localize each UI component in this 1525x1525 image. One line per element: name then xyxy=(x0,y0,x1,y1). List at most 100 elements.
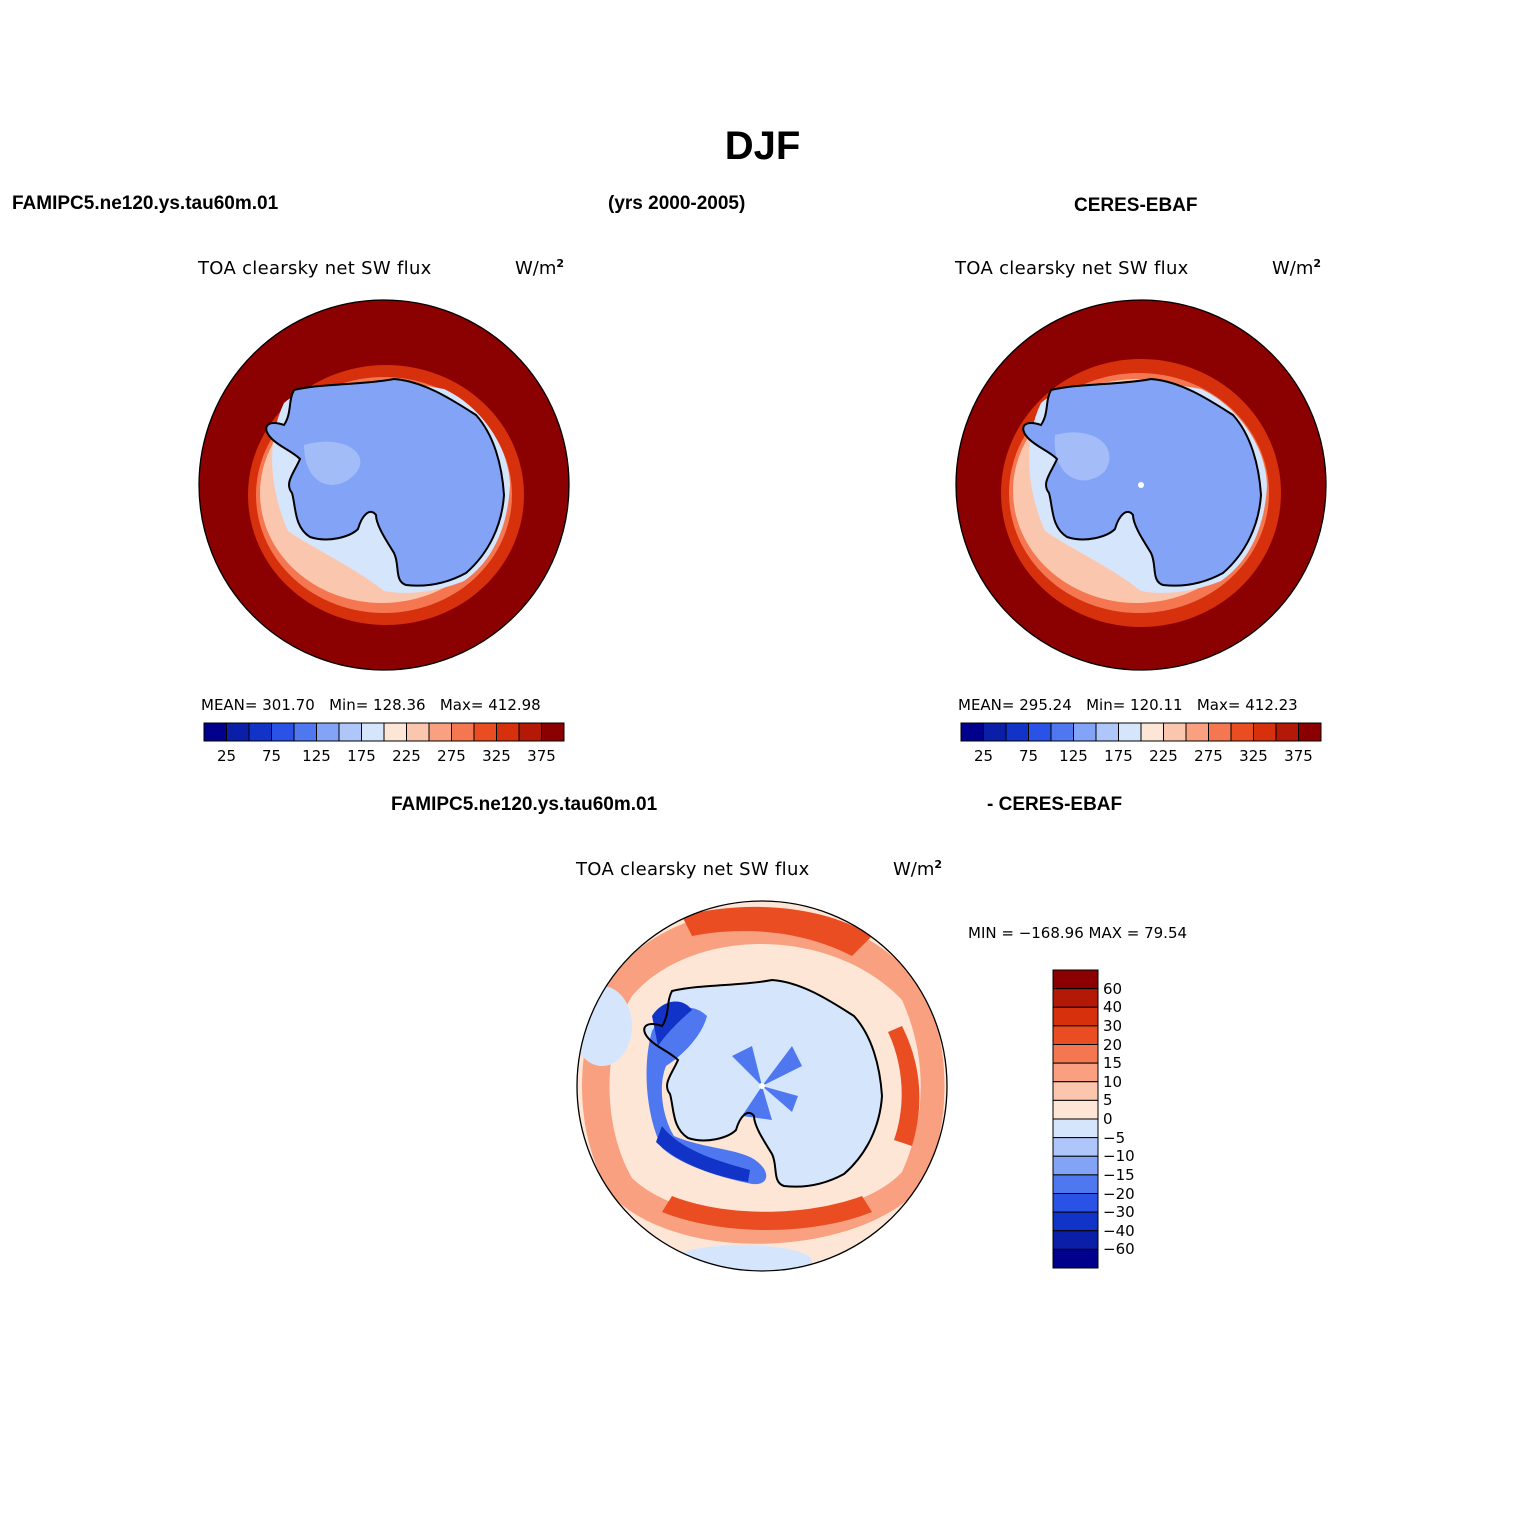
diff-negative-coast xyxy=(646,1007,767,1185)
panel1-colorbar-tick: 225 xyxy=(392,747,421,765)
panel2-colorbar-tick: 75 xyxy=(1018,747,1039,765)
panel1-colorbar-box xyxy=(518,722,542,742)
diff-colorbar-box xyxy=(1052,988,1099,1008)
panel2-colorbar-tick: 275 xyxy=(1194,747,1223,765)
panel1-map xyxy=(198,299,570,671)
diff-colorbar-box xyxy=(1052,1137,1099,1157)
panel1-colorbar-box xyxy=(383,722,407,742)
diff-colorbar-box xyxy=(1052,1155,1099,1176)
diff-colorbar-tick: −10 xyxy=(1103,1147,1135,1166)
panel1-colorbar-box xyxy=(226,722,250,742)
diff-colorbar-box xyxy=(1052,1099,1099,1120)
diff-colorbar-tick: 5 xyxy=(1103,1091,1113,1110)
diff-colorbar-tick: 15 xyxy=(1103,1054,1123,1073)
panel1-colorbar-box xyxy=(361,722,385,742)
diff-label-obs: - CERES-EBAF xyxy=(987,794,1123,815)
panel2-colorbar-box xyxy=(1275,722,1299,742)
panel2-stats: MEAN= 295.24 Min= 120.11 Max= 412.23 xyxy=(958,696,1298,714)
diff-colorbar xyxy=(1052,969,1099,1269)
panel1-colorbar-tick: 325 xyxy=(482,747,511,765)
panel2-continent-light xyxy=(1054,432,1110,481)
panel1-colorbar-tick: 275 xyxy=(437,747,466,765)
diff-colorbar-box xyxy=(1052,1118,1099,1139)
panel1-colorbar-box xyxy=(541,722,565,742)
panel2-colorbar-box xyxy=(1230,722,1254,742)
panel1-colorbar-tick: 375 xyxy=(527,747,556,765)
panel2-map xyxy=(955,299,1327,671)
panel1-colorbar-tick: 125 xyxy=(302,747,331,765)
panel1-colorbar-box xyxy=(473,722,497,742)
panel1-min: 128.36 xyxy=(373,696,426,714)
panel2-max: 412.23 xyxy=(1245,696,1298,714)
panel1-colorbar-box xyxy=(293,722,317,742)
panel1-colorbar-box xyxy=(271,722,295,742)
panel2-colorbar-tick: 125 xyxy=(1059,747,1088,765)
panel2-colorbar-box xyxy=(1095,722,1119,742)
diff-colorbar-box xyxy=(1052,1174,1099,1194)
diff-colorbar-tick: 0 xyxy=(1103,1110,1113,1128)
diff-negative-coast-strong xyxy=(652,1001,750,1182)
header-model-name: FAMIPC5.ne120.ys.tau60m.01 xyxy=(12,193,279,214)
diff-colorbar-box xyxy=(1052,1081,1099,1101)
panel1-units: W/m2 xyxy=(515,257,565,279)
panel2-variable: TOA clearsky net SW flux xyxy=(955,258,1189,279)
diff-patch-negative-weak-west xyxy=(577,986,632,1066)
diff-colorbar-box xyxy=(1052,1062,1099,1083)
panel1-colorbar-tick: 25 xyxy=(216,747,237,765)
diff-patch-negative-weak-south xyxy=(672,1245,812,1271)
diff-colorbar-tick: 30 xyxy=(1103,1016,1123,1035)
panel2-colorbar-tick: 325 xyxy=(1239,747,1268,765)
diff-colorbar-tick: 20 xyxy=(1103,1035,1123,1054)
panel2-colorbar-box xyxy=(1005,722,1029,742)
panel1-colorbar-box xyxy=(406,722,430,742)
panel2-colorbar-box xyxy=(983,722,1007,742)
header-obs-name: CERES-EBAF xyxy=(1074,195,1198,216)
panel1-colorbar-box xyxy=(248,722,272,742)
panel1-max: 412.98 xyxy=(488,696,541,714)
diff-ring-positive-strong-south xyxy=(662,1196,872,1230)
diff-ring-positive-strong-north xyxy=(682,906,872,956)
panel1-colorbar-box xyxy=(496,722,520,742)
panel2-colorbar-box xyxy=(1118,722,1142,742)
diff-colorbar-tick: 60 xyxy=(1103,979,1123,998)
panel2-colorbar-tick: 375 xyxy=(1284,747,1313,765)
panel1-colorbar xyxy=(203,722,565,742)
panel2-colorbar-tick: 25 xyxy=(973,747,994,765)
diff-colorbar-tick: −15 xyxy=(1103,1165,1135,1184)
panel2-colorbar-box xyxy=(1163,722,1187,742)
diff-colorbar-box xyxy=(1052,1230,1099,1250)
panel2-units: W/m2 xyxy=(1272,257,1322,279)
panel2-colorbar-box xyxy=(1185,722,1209,742)
diff-colorbar-box xyxy=(1052,1044,1099,1064)
panel1-colorbar-box xyxy=(203,722,227,742)
diff-pole-rays xyxy=(732,1046,802,1120)
panel2-colorbar-tick: 225 xyxy=(1149,747,1178,765)
panel2-colorbar-box xyxy=(1028,722,1052,742)
panel1-variable: TOA clearsky net SW flux xyxy=(198,258,432,279)
panel2-colorbar-box xyxy=(1050,722,1074,742)
diff-colorbar-tick: −5 xyxy=(1103,1128,1126,1147)
panel2-colorbar-box xyxy=(960,722,984,742)
panel1-continent-light xyxy=(304,441,361,485)
panel2-min: 120.11 xyxy=(1130,696,1183,714)
diff-colorbar-box xyxy=(1052,1006,1099,1027)
panel2-mean: 295.24 xyxy=(1019,696,1072,714)
diff-ring-positive-strong-east xyxy=(888,1026,920,1146)
diff-map xyxy=(576,900,948,1272)
diff-colorbar-tick: −30 xyxy=(1103,1203,1135,1222)
diff-colorbar-box xyxy=(1052,1248,1099,1269)
diff-variable: TOA clearsky net SW flux xyxy=(576,859,810,880)
diff-colorbar-box xyxy=(1052,1193,1099,1213)
diff-units: W/m2 xyxy=(893,858,943,880)
diff-colorbar-tick: 10 xyxy=(1103,1072,1123,1091)
panel1-colorbar-box xyxy=(316,722,340,742)
panel2-colorbar-box xyxy=(1073,722,1097,742)
panel2-colorbar-box xyxy=(1140,722,1164,742)
panel1-mean: 301.70 xyxy=(262,696,315,714)
panel1-colorbar-box xyxy=(428,722,452,742)
diff-colorbar-box xyxy=(1052,1211,1099,1232)
main-title: DJF xyxy=(724,124,801,168)
diff-colorbar-tick: −40 xyxy=(1103,1221,1135,1240)
panel2-colorbar-tick: 175 xyxy=(1104,747,1133,765)
